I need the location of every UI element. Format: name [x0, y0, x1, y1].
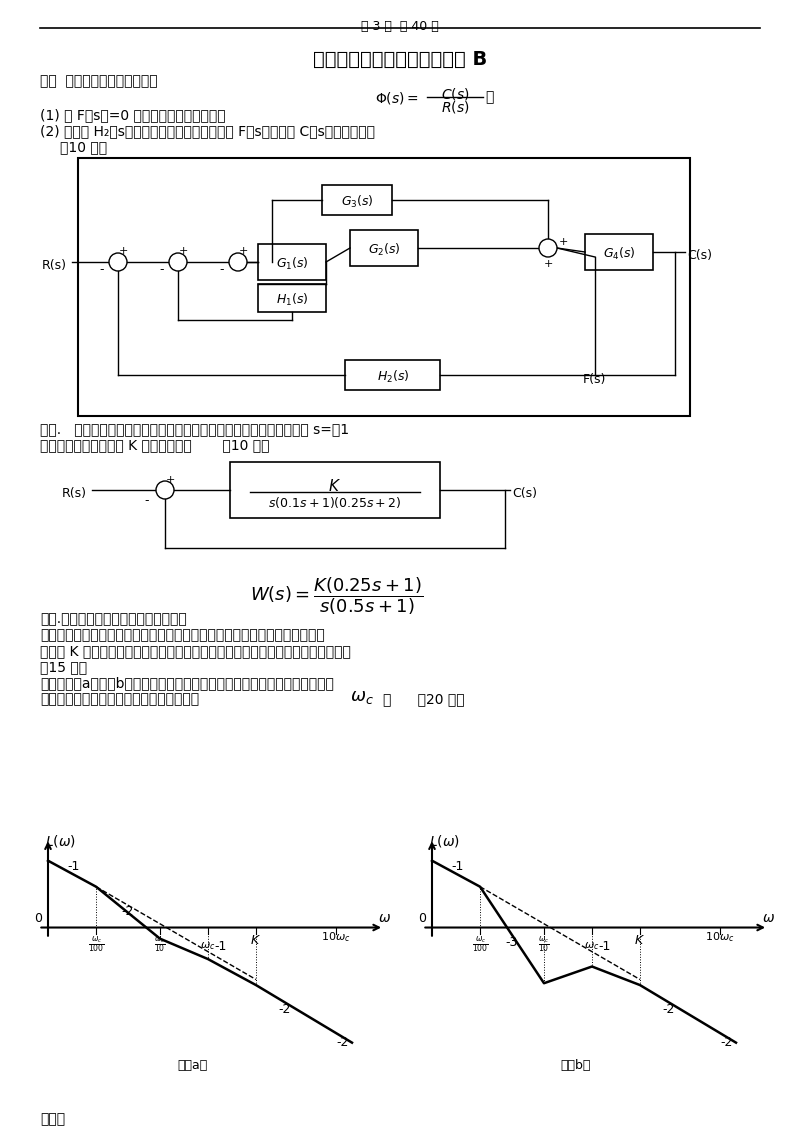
Text: $G_4(s)$: $G_4(s)$: [602, 245, 635, 262]
Text: $L(\omega)$: $L(\omega)$: [429, 834, 460, 849]
Text: $H_2(s)$: $H_2(s)$: [377, 369, 410, 385]
Text: +: +: [119, 247, 128, 256]
Text: 要求：: 要求：: [40, 1112, 65, 1126]
Text: +: +: [166, 475, 175, 485]
Text: $\Phi(s) =$: $\Phi(s) =$: [375, 90, 419, 106]
Text: +: +: [239, 247, 248, 256]
Circle shape: [539, 239, 557, 257]
Text: -3: -3: [506, 936, 518, 949]
Text: -1: -1: [451, 860, 463, 873]
Text: $R(s)$: $R(s)$: [441, 100, 470, 115]
Text: 第 3 页  共 40 页: 第 3 页 共 40 页: [361, 20, 439, 33]
Text: $\omega$: $\omega$: [762, 910, 774, 925]
Text: $K$: $K$: [250, 934, 262, 948]
Text: $W(s) = \dfrac{K(0.25s+1)}{s(0.5s+1)}$: $W(s) = \dfrac{K(0.25s+1)}{s(0.5s+1)}$: [250, 575, 423, 616]
Circle shape: [229, 253, 247, 271]
Text: $10\omega_c$: $10\omega_c$: [705, 931, 735, 944]
Bar: [345, 360, 440, 390]
Text: $H_1(s)$: $H_1(s)$: [276, 292, 308, 308]
Text: +: +: [559, 238, 568, 247]
Text: $\frac{\omega_c}{10}$: $\frac{\omega_c}{10}$: [154, 935, 166, 955]
Text: $10\omega_c$: $10\omega_c$: [321, 931, 351, 944]
Text: R(s): R(s): [62, 486, 87, 500]
Text: -: -: [159, 264, 163, 276]
Text: 垂线之左，试确定参数 K 的取値范围。       （10 分）: 垂线之左，试确定参数 K 的取値范围。 （10 分）: [40, 438, 270, 452]
Circle shape: [169, 253, 187, 271]
Text: 图（a）: 图（a）: [177, 1059, 207, 1072]
Text: -2: -2: [336, 1036, 348, 1050]
Text: R(s): R(s): [42, 259, 67, 271]
Text: 《自动控制原理》试卷（一） B: 《自动控制原理》试卷（一） B: [313, 50, 487, 69]
Bar: [230, 461, 440, 518]
Text: C(s): C(s): [687, 249, 712, 261]
Text: $\omega_c$: $\omega_c$: [350, 688, 374, 706]
Text: 四、如图（a）和（b）所示是两个单位反馈系统的开环对数幅频特性，它们都: 四、如图（a）和（b）所示是两个单位反馈系统的开环对数幅频特性，它们都: [40, 676, 334, 690]
Text: (1) 当 F（s）=0 时，求系统闭环传递函数: (1) 当 F（s）=0 时，求系统闭环传递函数: [40, 107, 226, 122]
Text: 0: 0: [34, 912, 42, 925]
Text: $G_2(s)$: $G_2(s)$: [367, 242, 401, 258]
Text: 位阶跃函数的响应为一振幅按指数规律衰减的简谐振荡时间函数，试用根轨迹: 位阶跃函数的响应为一振幅按指数规律衰减的简谐振荡时间函数，试用根轨迹: [40, 628, 325, 642]
Text: $C(s)$: $C(s)$: [441, 86, 470, 102]
Text: F(s): F(s): [583, 373, 606, 386]
Text: 法确定 K 値范围（要求首先绘制根轨迹，求出并在图上标注主要的特征点参数）。: 法确定 K 値范围（要求首先绘制根轨迹，求出并在图上标注主要的特征点参数）。: [40, 644, 351, 658]
Text: $G_3(s)$: $G_3(s)$: [341, 193, 374, 210]
Text: -: -: [144, 494, 149, 507]
Text: $K$: $K$: [634, 934, 646, 948]
Text: -2: -2: [662, 1003, 674, 1016]
Circle shape: [109, 253, 127, 271]
Text: -2: -2: [720, 1036, 732, 1050]
Text: 是最小相位的，且开环截止频率相等，均为: 是最小相位的，且开环截止频率相等，均为: [40, 692, 199, 706]
Text: -: -: [219, 264, 223, 276]
Text: $\omega$: $\omega$: [378, 910, 390, 925]
Text: $\frac{\omega_c}{100}$: $\frac{\omega_c}{100}$: [87, 935, 105, 955]
Text: 。      （20 分）: 。 （20 分）: [383, 692, 465, 706]
Text: (2) 系统中 H₂（s）应满足什么关系，能使干扰 F（s）对输出 C（s）没有影响？: (2) 系统中 H₂（s）应满足什么关系，能使干扰 F（s）对输出 C（s）没有…: [40, 124, 375, 138]
Text: +: +: [179, 247, 188, 256]
Bar: [322, 185, 392, 215]
Text: $K$: $K$: [329, 478, 342, 494]
Text: -1: -1: [598, 940, 610, 952]
Text: 三、.一单位负反馈系统的开环传递函为: 三、.一单位负反馈系统的开环传递函为: [40, 612, 186, 625]
Text: +: +: [544, 259, 554, 269]
Text: 图（b）: 图（b）: [561, 1059, 591, 1072]
Bar: [350, 230, 418, 266]
Text: -1: -1: [214, 940, 226, 952]
Text: $\frac{\omega_c}{100}$: $\frac{\omega_c}{100}$: [471, 935, 489, 955]
Text: （15 分）: （15 分）: [40, 661, 87, 674]
Bar: [78, 158, 690, 416]
Bar: [258, 244, 326, 280]
Text: -: -: [99, 264, 103, 276]
Bar: [258, 284, 326, 312]
Text: 一、  控制系统的结构如下图。: 一、 控制系统的结构如下图。: [40, 74, 158, 88]
Text: -2: -2: [122, 905, 134, 917]
Text: -1: -1: [67, 860, 79, 873]
Text: $L(\omega)$: $L(\omega)$: [45, 834, 76, 849]
Circle shape: [156, 481, 174, 499]
Text: $s(0.1s+1)(0.25s+2)$: $s(0.1s+1)(0.25s+2)$: [268, 495, 402, 510]
Text: （10 分）: （10 分）: [60, 140, 107, 154]
Text: $\frac{\omega_c}{10}$: $\frac{\omega_c}{10}$: [538, 935, 550, 955]
Text: $\omega_c$: $\omega_c$: [200, 940, 216, 952]
Text: 二、.   设某控制系统方框图如图所示，要求闭环系统的特征値全部位于 s=－1: 二、. 设某控制系统方框图如图所示，要求闭环系统的特征値全部位于 s=－1: [40, 422, 349, 435]
Text: $\omega_c$: $\omega_c$: [584, 940, 600, 952]
Text: -2: -2: [278, 1003, 290, 1016]
Bar: [585, 234, 653, 270]
Text: C(s): C(s): [512, 486, 537, 500]
Text: ；: ；: [485, 90, 494, 104]
Text: 0: 0: [418, 912, 426, 925]
Text: $G_1(s)$: $G_1(s)$: [275, 256, 309, 273]
